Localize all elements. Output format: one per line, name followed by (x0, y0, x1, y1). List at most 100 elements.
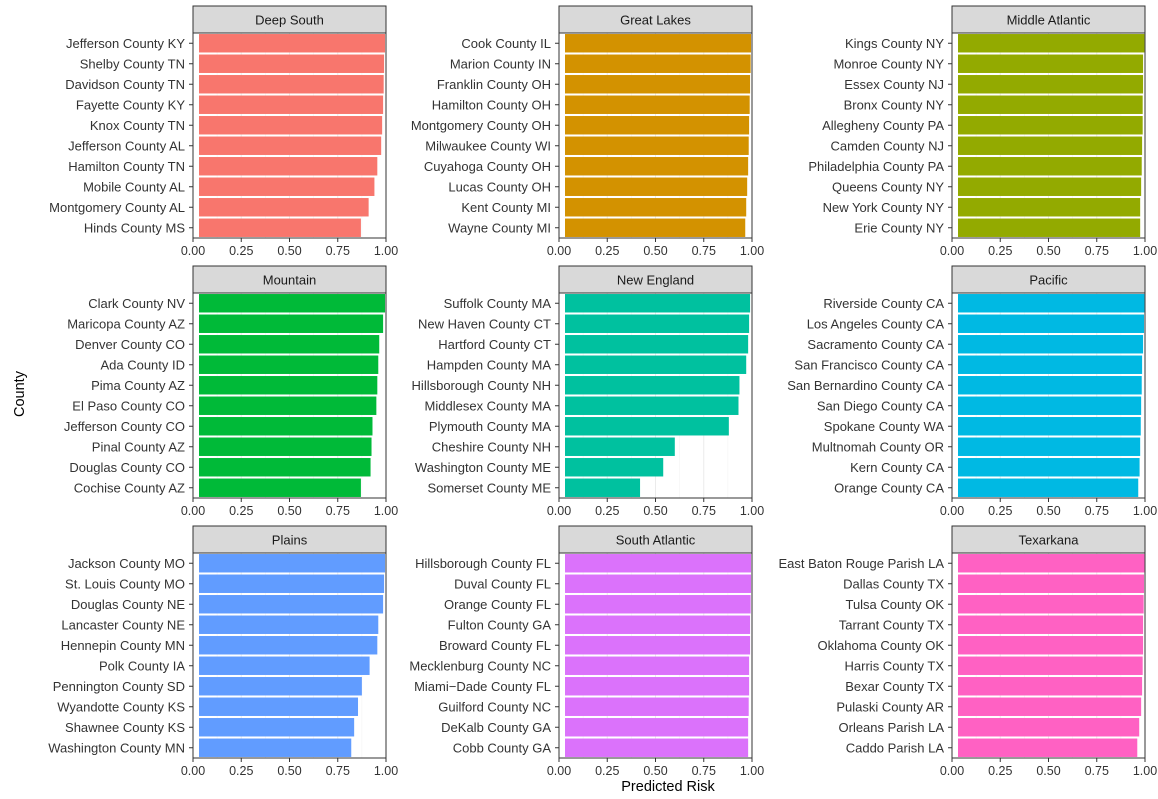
bar-douglas-county-co (199, 458, 371, 477)
x-tick-label: 0.75 (326, 244, 350, 258)
category-label: Broward County FL (439, 638, 551, 653)
bar-douglas-county-ne (199, 595, 384, 614)
x-tick-label: 0.25 (229, 504, 253, 518)
bar-dekalb-county-ga (565, 718, 749, 737)
bar-cheshire-county-nh (565, 437, 675, 456)
facet-strip (951, 265, 1146, 294)
bar-riverside-county-ca (958, 294, 1145, 313)
bar-harris-county-tx (958, 656, 1143, 675)
x-axis-title: Predicted Risk (621, 779, 715, 795)
x-tick-label: 0.50 (643, 764, 667, 778)
category-label: Jackson County MO (68, 556, 185, 571)
bar-washington-county-mn (199, 738, 352, 757)
category-label: Oklahoma County OK (818, 638, 945, 653)
x-tick-label: 0.25 (988, 244, 1012, 258)
category-label: Middlesex County MA (425, 398, 552, 413)
category-label: Hamilton County OH (432, 97, 551, 112)
x-tick-label: 1.00 (374, 244, 398, 258)
bar-san-bernardino-county-ca (958, 376, 1142, 395)
bar-middlesex-county-ma (565, 396, 739, 415)
facet-strip (192, 265, 387, 294)
bar-pima-county-az (199, 376, 378, 395)
bar-tarrant-county-tx (958, 615, 1144, 634)
category-label: Harris County TX (845, 658, 945, 673)
category-label: Davidson County TN (65, 77, 185, 92)
x-tick-label: 0.00 (181, 764, 205, 778)
category-label: Queens County NY (832, 179, 944, 194)
category-label: Shelby County TN (80, 56, 185, 71)
category-label: Bexar County TX (845, 679, 944, 694)
facet-title: Mountain (263, 273, 316, 288)
x-tick-label: 0.75 (1085, 764, 1109, 778)
facet-south-atlantic: South Atlantic Hillsborough County FL Duva… (409, 525, 764, 778)
category-label: Wayne County MI (448, 220, 551, 235)
x-tick-label: 0.25 (595, 764, 619, 778)
category-label: Monroe County NY (833, 56, 944, 71)
bar-tulsa-county-ok (958, 595, 1144, 614)
facet-deep-south: Deep South Jefferson County KY Shelby Coun… (49, 5, 398, 258)
category-label: Hamilton County TN (68, 159, 185, 174)
category-label: Orange County CA (834, 480, 944, 495)
x-tick-label: 1.00 (740, 764, 764, 778)
x-tick-label: 1.00 (374, 504, 398, 518)
x-tick-label: 0.25 (595, 504, 619, 518)
category-label: Clark County NV (88, 296, 185, 311)
category-label: Pima County AZ (91, 378, 185, 393)
category-label: San Diego County CA (817, 398, 945, 413)
bar-hartford-county-ct (565, 335, 749, 354)
x-tick-label: 0.25 (988, 764, 1012, 778)
bar-knox-county-tn (199, 116, 383, 135)
bar-montgomery-county-oh (565, 116, 750, 135)
x-tick-label: 0.00 (940, 244, 964, 258)
bar-wayne-county-mi (565, 218, 746, 237)
bar-maricopa-county-az (199, 314, 384, 333)
facet-strip (558, 525, 753, 554)
category-label: Lancaster County NE (61, 617, 185, 632)
x-tick-label: 0.00 (547, 504, 571, 518)
category-label: Fayette County KY (76, 97, 185, 112)
bar-essex-county-nj (958, 75, 1144, 94)
bar-multnomah-county-or (958, 437, 1141, 456)
bar-los-angeles-county-ca (958, 314, 1145, 333)
category-label: Duval County FL (454, 576, 551, 591)
category-label: Pinal County AZ (92, 439, 185, 454)
category-label: Hinds County MS (84, 220, 185, 235)
x-tick-label: 0.50 (643, 504, 667, 518)
facet-title: South Atlantic (616, 533, 696, 548)
x-tick-label: 0.75 (1085, 244, 1109, 258)
bar-hinds-county-ms (199, 218, 361, 237)
category-label: Caddo Parish LA (846, 740, 945, 755)
facet-title: Pacific (1029, 273, 1068, 288)
bar-montgomery-county-al (199, 198, 369, 217)
category-label: Hillsborough County NH (412, 378, 551, 393)
category-label: Shawnee County KS (65, 720, 185, 735)
x-tick-label: 1.00 (1133, 244, 1157, 258)
bar-orange-county-fl (565, 595, 751, 614)
x-tick-label: 0.50 (1036, 244, 1060, 258)
bar-plymouth-county-ma (565, 417, 729, 436)
category-label: Hennepin County MN (61, 638, 185, 653)
category-label: Suffolk County MA (444, 296, 552, 311)
bar-caddo-parish-la (958, 738, 1138, 757)
category-label: Montgomery County AL (49, 200, 185, 215)
x-tick-label: 0.50 (1036, 764, 1060, 778)
bar-clark-county-nv (199, 294, 386, 313)
facet-great-lakes: Great Lakes Cook County IL Marion County I… (411, 5, 764, 258)
facet-texarkana: Texarkana East Baton Rouge Parish LA Dalla… (779, 525, 1157, 778)
x-tick-label: 0.50 (643, 244, 667, 258)
bar-shelby-county-tn (199, 54, 385, 73)
bar-spokane-county-wa (958, 417, 1141, 436)
facet-strip (192, 525, 387, 554)
category-label: Mobile County AL (83, 179, 185, 194)
bar-east-baton-rouge-parish-la (958, 554, 1145, 573)
category-label: Washington County ME (415, 460, 551, 475)
category-label: Orange County FL (444, 597, 551, 612)
bar-mobile-county-al (199, 177, 375, 196)
x-tick-label: 0.50 (277, 504, 301, 518)
category-label: DeKalb County GA (441, 720, 551, 735)
bar-duval-county-fl (565, 574, 752, 593)
bar-lucas-county-oh (565, 177, 748, 196)
category-label: Polk County IA (99, 658, 185, 673)
category-label: Bronx County NY (844, 97, 945, 112)
